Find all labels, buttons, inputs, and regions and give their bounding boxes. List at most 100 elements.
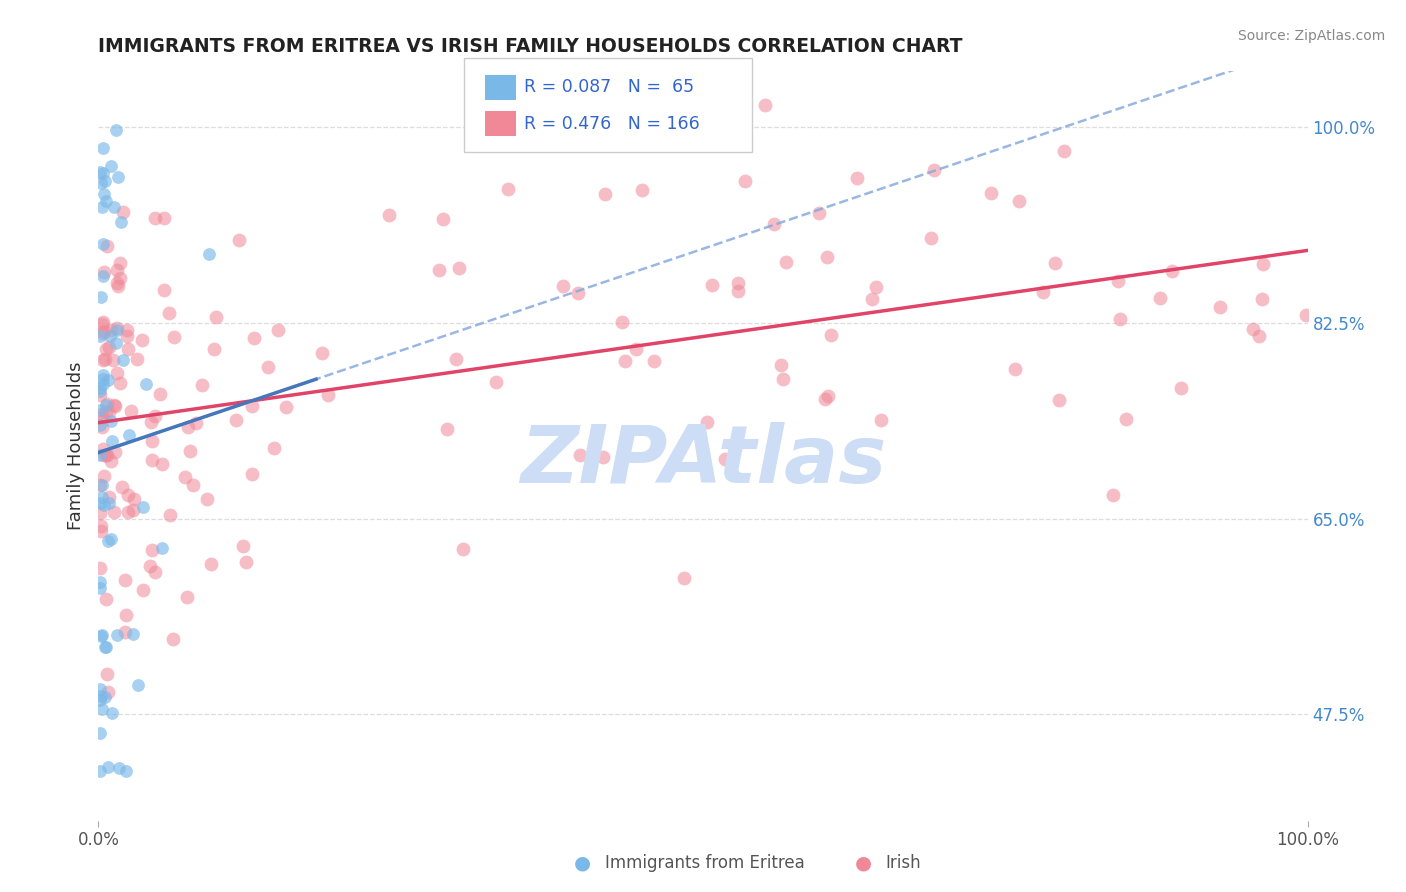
Point — [96, 448, 118, 462]
Point — [97, 373, 120, 387]
Point — [432, 211, 454, 226]
Point — [267, 323, 290, 337]
Point — [429, 263, 451, 277]
Point — [89, 388, 111, 402]
Point — [91, 268, 114, 283]
Point — [157, 306, 180, 320]
Point — [770, 358, 793, 372]
Point — [103, 505, 125, 519]
Point — [176, 591, 198, 605]
Point — [378, 208, 401, 222]
Point — [1108, 311, 1130, 326]
Point — [1251, 292, 1274, 306]
Point — [117, 342, 139, 356]
Point — [105, 335, 128, 350]
Point — [94, 640, 117, 654]
Point — [643, 354, 665, 368]
Point — [89, 581, 111, 595]
Point — [108, 761, 131, 775]
Point — [93, 187, 115, 202]
Point — [100, 454, 122, 468]
Point — [453, 542, 475, 557]
Point — [91, 326, 114, 340]
Point — [91, 317, 114, 331]
Point — [1053, 144, 1076, 158]
Point — [115, 764, 138, 778]
Point — [97, 760, 120, 774]
Point — [141, 453, 163, 467]
Point — [89, 561, 111, 575]
Point — [177, 419, 200, 434]
Point — [122, 502, 145, 516]
Point — [1149, 291, 1171, 305]
Point — [195, 492, 218, 507]
Point — [131, 333, 153, 347]
Point — [98, 405, 121, 419]
Point — [143, 211, 166, 226]
Point — [118, 428, 141, 442]
Point — [817, 389, 839, 403]
Point — [870, 412, 893, 426]
Point — [96, 666, 118, 681]
Point — [179, 444, 201, 458]
Point — [111, 352, 134, 367]
Point — [100, 414, 122, 428]
Point — [90, 490, 112, 504]
Point — [727, 284, 749, 298]
Point — [89, 477, 111, 491]
Point — [727, 276, 749, 290]
Point — [624, 342, 647, 356]
Point — [103, 353, 125, 368]
Point — [593, 186, 616, 201]
Point — [1101, 488, 1123, 502]
Point — [240, 467, 263, 482]
Point — [754, 98, 776, 112]
Point — [97, 340, 120, 354]
Point — [150, 541, 173, 555]
Point — [127, 678, 149, 692]
Point — [1253, 257, 1275, 271]
Point — [103, 398, 125, 412]
Point — [91, 352, 114, 367]
Point — [90, 176, 112, 190]
Point — [89, 381, 111, 395]
Point — [808, 205, 831, 219]
Point — [90, 478, 112, 492]
Point — [93, 498, 115, 512]
Point — [89, 384, 111, 398]
Point — [105, 263, 128, 277]
Point — [107, 278, 129, 293]
Point — [91, 315, 114, 329]
Point — [141, 543, 163, 558]
Point — [162, 632, 184, 647]
Text: ●: ● — [574, 854, 591, 873]
Point — [93, 368, 115, 382]
Point — [89, 574, 111, 589]
Point — [243, 331, 266, 345]
Point — [90, 518, 112, 533]
Point — [149, 387, 172, 401]
Point — [110, 215, 132, 229]
Point — [96, 404, 118, 418]
Point — [235, 555, 257, 569]
Point — [436, 422, 458, 436]
Point — [89, 725, 111, 739]
Point — [240, 400, 263, 414]
Point — [186, 416, 208, 430]
Point — [117, 328, 139, 343]
Point — [610, 315, 633, 329]
Text: Irish: Irish — [886, 855, 921, 872]
Point — [117, 505, 139, 519]
Point — [228, 233, 250, 247]
Point — [204, 310, 226, 325]
Point — [485, 375, 508, 389]
Text: Source: ZipAtlas.com: Source: ZipAtlas.com — [1237, 29, 1385, 43]
Point — [191, 377, 214, 392]
Point — [815, 250, 838, 264]
Point — [631, 183, 654, 197]
Point — [101, 434, 124, 449]
Point — [105, 366, 128, 380]
Point — [89, 165, 111, 179]
Point — [97, 534, 120, 549]
Point — [105, 323, 128, 337]
